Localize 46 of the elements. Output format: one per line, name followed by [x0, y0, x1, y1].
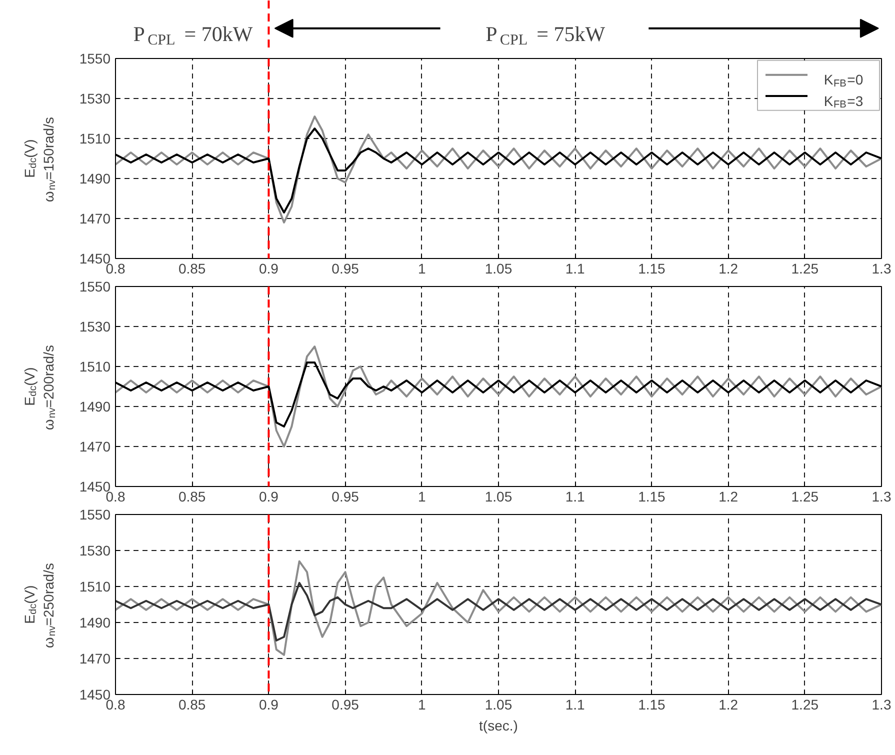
x-tick-label: 1.3 [872, 260, 892, 276]
y-tick-label: 1550 [79, 278, 111, 294]
x-tick-label: 1.1 [565, 260, 586, 276]
x-tick-label: 0.9 [258, 696, 279, 712]
x-tick-label: 0.85 [178, 488, 206, 504]
x-axis-title: t(sec.) [479, 718, 518, 734]
x-tick-label: 0.95 [332, 696, 360, 712]
x-tick-label: 1.05 [484, 696, 512, 712]
y-tick-label: 1530 [79, 542, 111, 558]
x-tick-label: 1.2 [718, 696, 738, 712]
x-tick-label: 1.25 [791, 260, 819, 276]
x-tick-label: 0.85 [178, 260, 206, 276]
x-tick-label: 1.05 [484, 260, 512, 276]
x-tick-label: 1.1 [565, 488, 586, 504]
y-tick-label: 1550 [79, 506, 111, 522]
y-tick-label: 1510 [79, 578, 111, 594]
x-tick-label: 1.15 [638, 696, 666, 712]
x-tick-label: 1.3 [872, 488, 892, 504]
x-tick-label: 1.25 [791, 488, 819, 504]
x-tick-label: 1.15 [638, 488, 666, 504]
y-tick-label: 1510 [79, 130, 111, 146]
x-tick-label: 0.95 [332, 260, 360, 276]
x-tick-label: 1.2 [718, 260, 738, 276]
x-tick-label: 1 [418, 488, 426, 504]
y-tick-label: 1510 [79, 358, 111, 374]
x-tick-label: 1.3 [872, 696, 892, 712]
x-tick-label: 1 [418, 696, 426, 712]
y-tick-label: 1490 [79, 398, 111, 414]
x-tick-label: 0.95 [332, 488, 360, 504]
x-tick-label: 1.1 [565, 696, 586, 712]
x-tick-label: 1.05 [484, 488, 512, 504]
y-tick-label: 1550 [79, 50, 111, 66]
y-tick-label: 1470 [79, 438, 111, 454]
x-tick-label: 0.9 [258, 260, 279, 276]
y-tick-label: 1470 [79, 210, 111, 226]
y-tick-label: 1530 [79, 90, 111, 106]
x-tick-label: 1.25 [791, 696, 819, 712]
y-tick-label: 1530 [79, 318, 111, 334]
x-tick-label: 1 [418, 260, 426, 276]
y-tick-label: 1490 [79, 170, 111, 186]
x-tick-label: 1.15 [638, 260, 666, 276]
x-tick-label: 0.9 [258, 488, 279, 504]
x-tick-label: 0.85 [178, 696, 206, 712]
y-tick-label: 1490 [79, 614, 111, 630]
x-tick-label: 1.2 [718, 488, 738, 504]
y-tick-label: 1470 [79, 650, 111, 666]
